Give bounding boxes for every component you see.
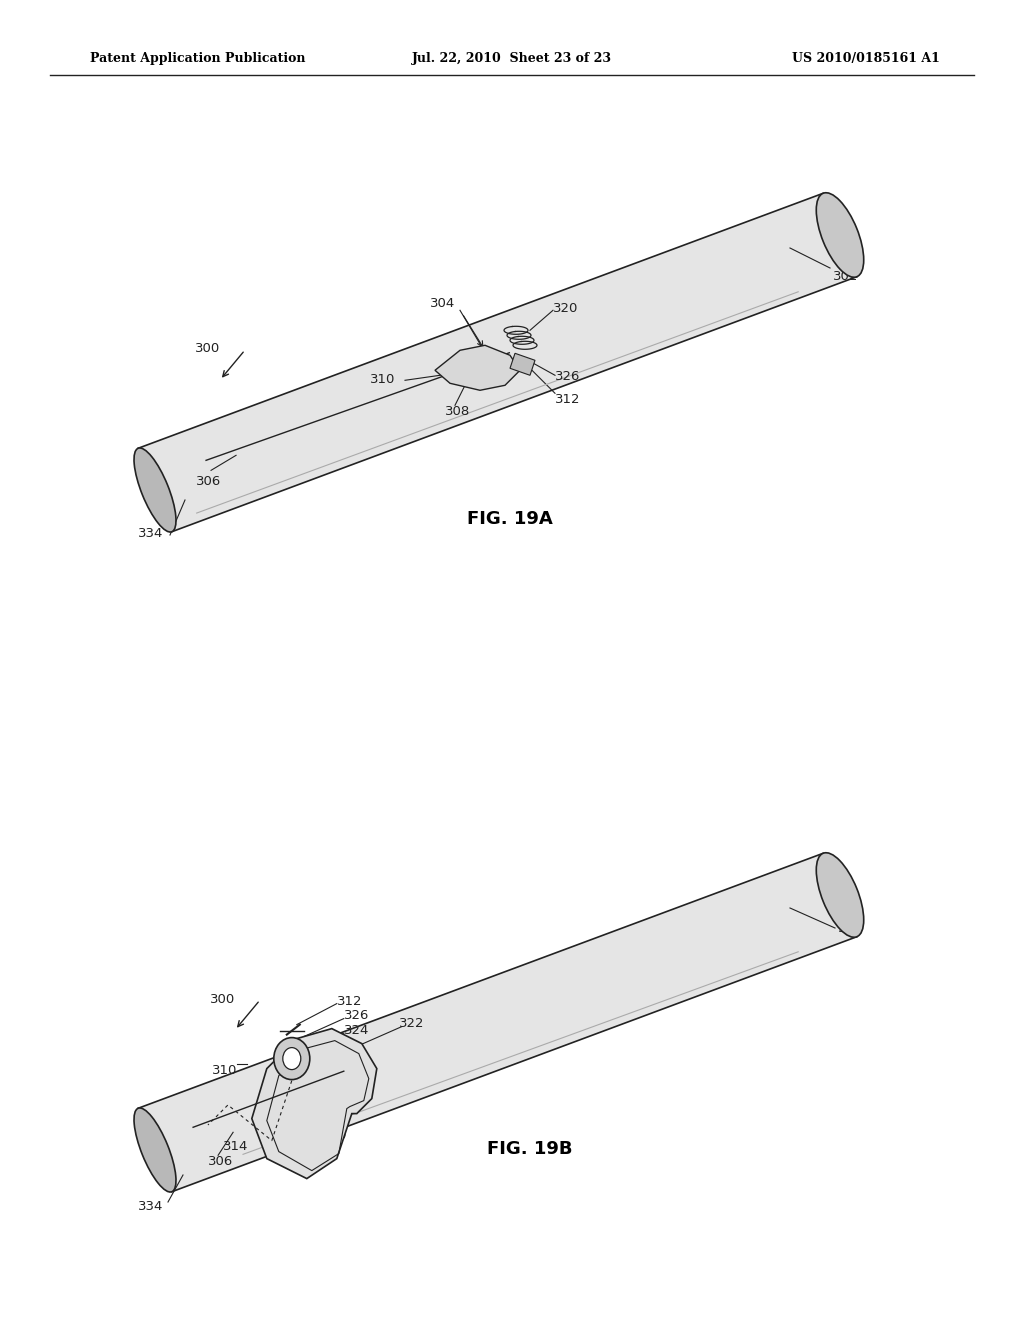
Ellipse shape [134, 447, 176, 532]
Text: Jul. 22, 2010  Sheet 23 of 23: Jul. 22, 2010 Sheet 23 of 23 [412, 51, 612, 65]
Polygon shape [138, 193, 857, 532]
Text: 300: 300 [210, 993, 236, 1006]
Text: 302: 302 [838, 921, 863, 935]
Text: 300: 300 [195, 342, 220, 355]
Text: 334: 334 [138, 1200, 164, 1213]
Polygon shape [252, 1028, 377, 1179]
Text: Patent Application Publication: Patent Application Publication [90, 51, 305, 65]
Text: 302: 302 [833, 271, 858, 282]
Text: 306: 306 [196, 475, 221, 488]
Text: 306: 306 [208, 1155, 233, 1168]
Text: 310: 310 [212, 1064, 238, 1077]
Ellipse shape [816, 853, 863, 937]
Ellipse shape [816, 193, 863, 277]
Text: 320: 320 [553, 302, 579, 315]
Text: 334: 334 [138, 527, 164, 540]
Ellipse shape [134, 1107, 176, 1192]
Text: 308: 308 [445, 405, 470, 418]
Text: 320: 320 [322, 1129, 347, 1142]
Text: 326: 326 [555, 371, 581, 383]
Text: US 2010/0185161 A1: US 2010/0185161 A1 [793, 51, 940, 65]
Text: 314: 314 [223, 1140, 248, 1152]
Text: 322: 322 [398, 1016, 424, 1030]
Polygon shape [138, 853, 857, 1192]
Polygon shape [510, 354, 535, 375]
Polygon shape [435, 346, 520, 391]
Ellipse shape [273, 1038, 310, 1080]
Text: 312: 312 [337, 994, 362, 1007]
Text: FIG. 19B: FIG. 19B [487, 1140, 572, 1158]
Ellipse shape [283, 1048, 301, 1069]
Text: FIG. 19A: FIG. 19A [467, 510, 553, 528]
Text: 312: 312 [555, 393, 581, 407]
Text: 304: 304 [430, 297, 456, 310]
Text: 324: 324 [344, 1023, 370, 1036]
Text: 310: 310 [370, 374, 395, 387]
Text: 326: 326 [344, 1008, 370, 1022]
